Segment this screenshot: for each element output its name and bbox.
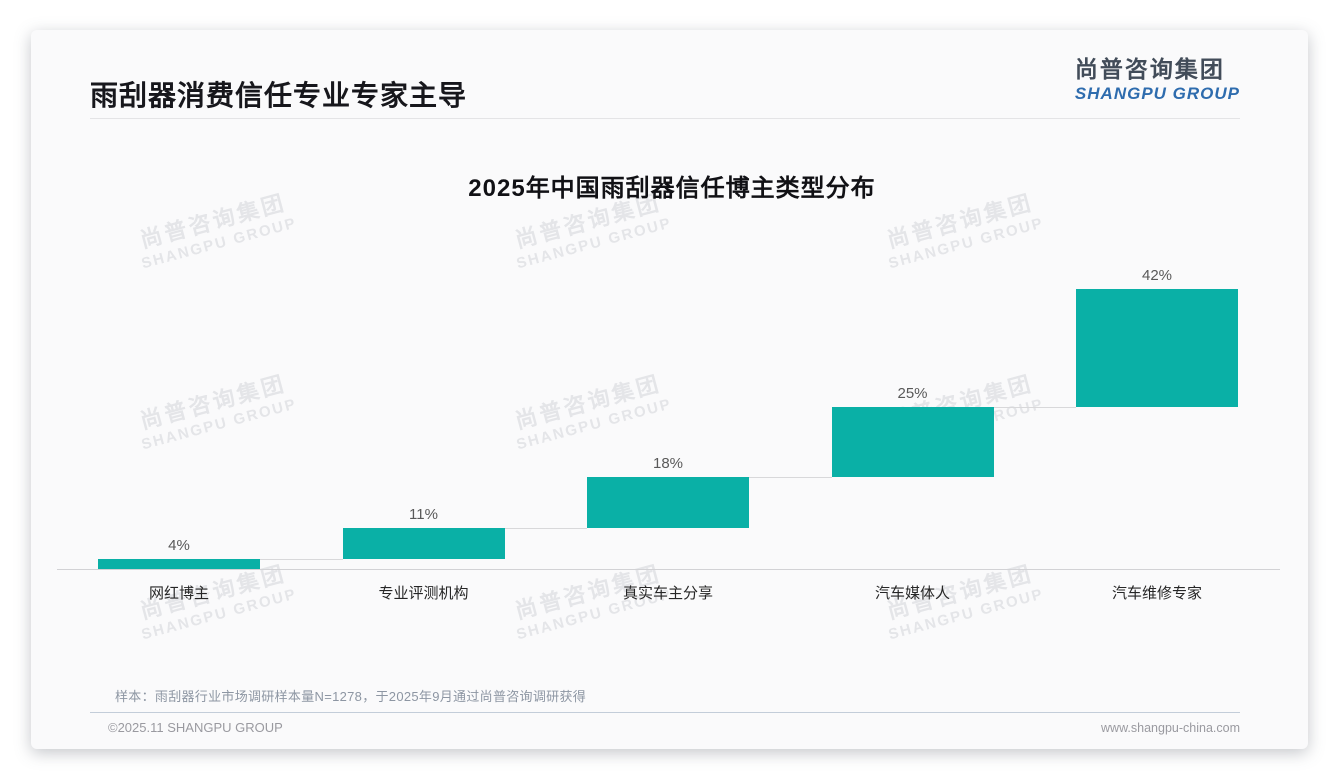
bar-3 bbox=[587, 477, 749, 528]
connector-1 bbox=[260, 558, 343, 560]
bar-1 bbox=[98, 558, 260, 570]
category-label-1: 网红博主 bbox=[148, 585, 210, 602]
bar-4 bbox=[831, 407, 994, 478]
waterfall-plot: 4% 网红博主 11% 专业评测机构 18% 真实车主分享 25% 汽车媒体人 42% 汽车维修专… bbox=[57, 267, 1280, 602]
category-label-4: 汽车媒体人 bbox=[874, 585, 951, 602]
chart-title: 2025年中国雨刮器信任博主类型分布 bbox=[468, 175, 876, 202]
copyright-text: ©2025.11 SHANGPU GROUP bbox=[108, 720, 283, 735]
footer-divider bbox=[90, 712, 1240, 713]
x-axis-line bbox=[57, 569, 1280, 570]
page-title: 雨刮器消费信任专业专家主导 bbox=[90, 80, 468, 111]
value-label-1: 4% bbox=[168, 536, 190, 554]
category-label-5: 汽车维修专家 bbox=[1111, 585, 1203, 602]
value-label-2: 11% bbox=[409, 505, 438, 523]
connector-2 bbox=[504, 527, 587, 529]
report-card: 尚普咨询集团 SHANGPU GROUP 尚普咨询集团 SHANGPU GROUP 尚普… bbox=[31, 30, 1308, 749]
connector-3 bbox=[749, 477, 832, 479]
category-label-2: 专业评测机构 bbox=[378, 585, 469, 602]
brand-logo: 尚普咨询集团 SHANGPU GROUP bbox=[1075, 56, 1240, 104]
brand-name-cn: 尚普咨询集团 bbox=[1074, 56, 1225, 82]
bar-5 bbox=[1076, 289, 1238, 408]
brand-name-en: SHANGPU GROUP bbox=[1074, 84, 1240, 103]
bar-2 bbox=[342, 527, 505, 559]
category-label-3: 真实车主分享 bbox=[622, 585, 714, 602]
website-url: www.shangpu-china.com bbox=[1101, 721, 1240, 735]
connector-4 bbox=[993, 407, 1076, 409]
value-label-5: 42% bbox=[1141, 267, 1173, 284]
header-divider bbox=[90, 118, 1240, 119]
value-label-3: 18% bbox=[652, 455, 684, 473]
value-label-4: 25% bbox=[897, 385, 928, 403]
sample-note: 样本：雨刮器行业市场调研样本量N=1278，于2025年9月通过尚普咨询调研获得 bbox=[115, 689, 587, 704]
